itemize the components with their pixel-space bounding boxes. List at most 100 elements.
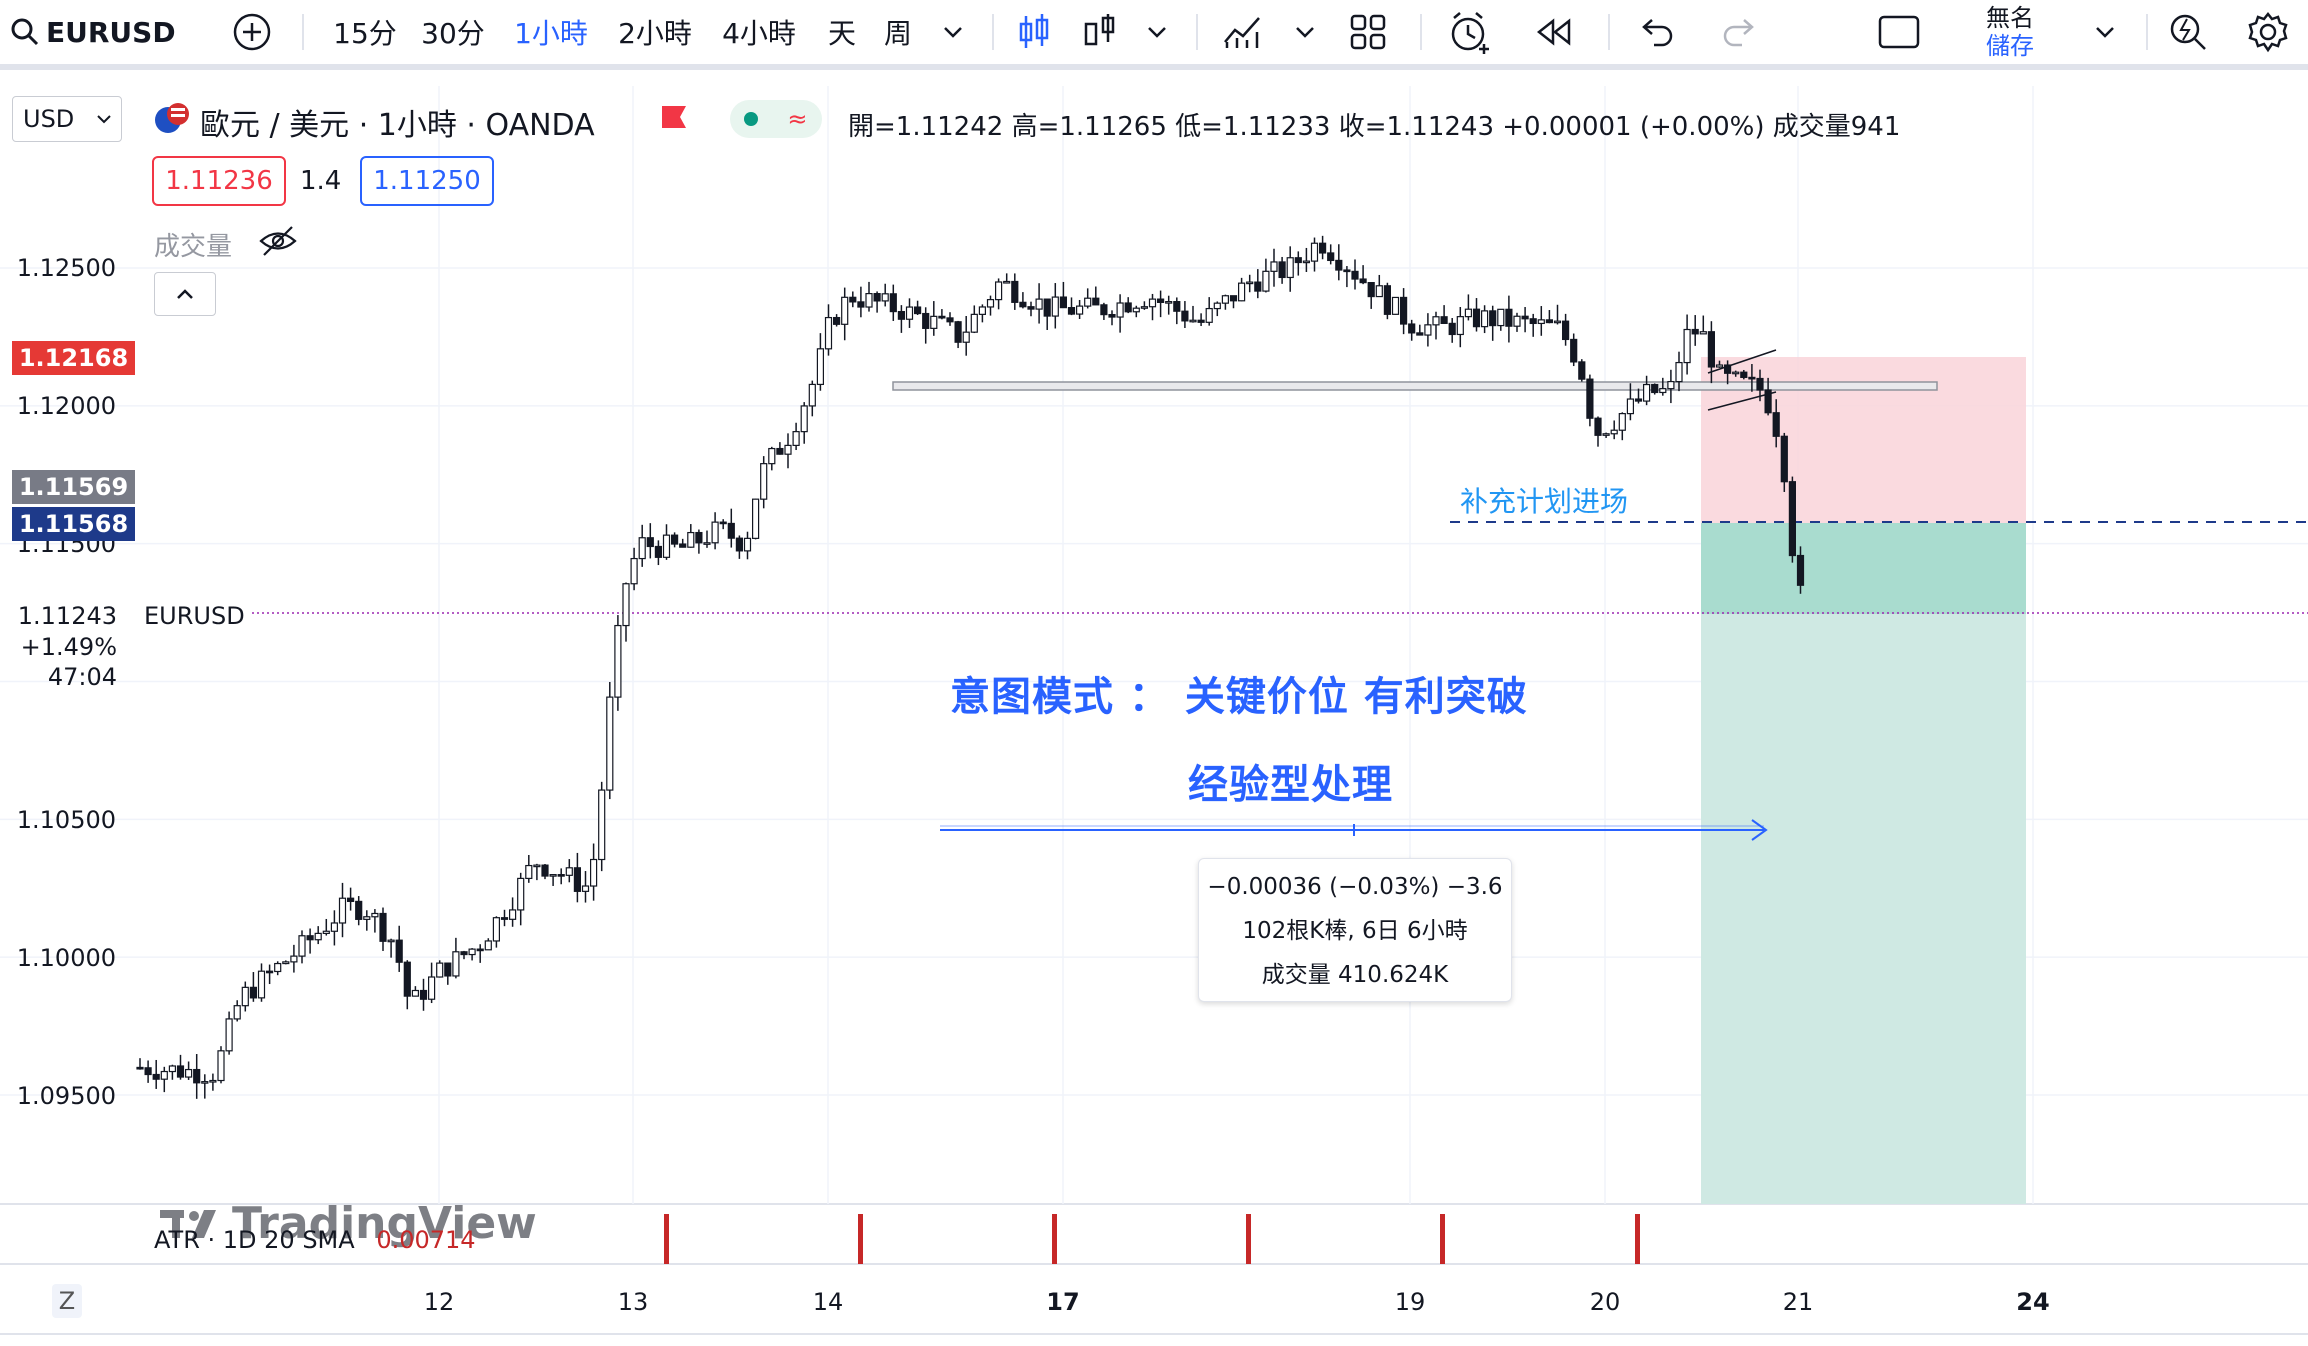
trendline-lower[interactable] bbox=[1707, 391, 1777, 411]
candle bbox=[1594, 416, 1602, 447]
layout-name-button[interactable]: 無名 儲存 bbox=[1960, 0, 2060, 64]
interval-day[interactable]: 天 bbox=[827, 17, 856, 50]
price-tag-blue: 1.11568 bbox=[12, 507, 135, 541]
add-symbol-button[interactable] bbox=[228, 0, 276, 64]
candle bbox=[395, 925, 403, 972]
candle bbox=[1181, 301, 1189, 329]
ask-price-button[interactable]: 1.11250 bbox=[360, 156, 494, 206]
price-label-1.12500: 1.12500 bbox=[16, 254, 116, 282]
candle bbox=[1723, 360, 1732, 385]
collapse-legend-button[interactable] bbox=[154, 272, 216, 316]
candle bbox=[808, 380, 816, 417]
candle bbox=[168, 1064, 176, 1080]
atr-bar bbox=[1440, 1214, 1445, 1264]
indicators-button[interactable] bbox=[1218, 0, 1268, 64]
candle bbox=[1505, 295, 1513, 343]
candle bbox=[1691, 315, 1699, 346]
currency-select[interactable]: USD bbox=[12, 96, 122, 142]
intent-annotation-line1[interactable]: 意图模式 ： 关键价位 有利突破 bbox=[950, 674, 1528, 720]
candlestick-icon bbox=[1019, 14, 1049, 48]
candle bbox=[274, 961, 282, 976]
bar-chart-type-button[interactable] bbox=[1078, 0, 1122, 64]
symbol-search-button[interactable]: EURUSD bbox=[10, 0, 180, 64]
price-tag-red: 1.12168 bbox=[12, 341, 135, 375]
auto-scale-z-button[interactable]: Z bbox=[52, 1284, 82, 1318]
candle bbox=[411, 986, 419, 997]
candle bbox=[403, 960, 411, 1010]
trendline-upper[interactable] bbox=[1707, 349, 1777, 374]
layout-dropdown-button[interactable] bbox=[2090, 0, 2120, 64]
candle bbox=[654, 540, 663, 566]
hidden-eye-icon[interactable] bbox=[258, 224, 298, 262]
candle bbox=[1278, 256, 1286, 284]
settings-button[interactable] bbox=[2244, 0, 2292, 64]
time-label-17: 17 bbox=[1046, 1288, 1080, 1316]
candle bbox=[1221, 294, 1230, 310]
candles-chart-type-button[interactable] bbox=[1012, 0, 1056, 64]
market-status-pill[interactable]: ≈ bbox=[730, 100, 822, 138]
interval-30m[interactable]: 30分 bbox=[421, 17, 485, 50]
flag-marker-icon[interactable] bbox=[660, 104, 688, 130]
candle bbox=[1489, 305, 1497, 341]
candle bbox=[347, 887, 355, 911]
measure-info-box: −0.00036 (−0.03%) −3.6 102根K棒, 6日 6小時 成交… bbox=[1198, 858, 1512, 1002]
candle bbox=[1683, 314, 1691, 375]
candle bbox=[1448, 318, 1456, 343]
candle bbox=[1310, 237, 1319, 272]
candle bbox=[1772, 399, 1780, 448]
interval-15m[interactable]: 15分 bbox=[333, 17, 397, 50]
redo-button[interactable] bbox=[1716, 0, 1764, 64]
plan-entry-annotation[interactable]: 补充计划进场 bbox=[1460, 485, 1629, 518]
bid-price-button[interactable]: 1.11236 bbox=[152, 156, 286, 206]
alert-button[interactable] bbox=[1446, 0, 1494, 64]
redo-icon bbox=[1723, 19, 1754, 47]
indicators-dropdown-button[interactable] bbox=[1290, 0, 1320, 64]
toolbar-divider bbox=[1420, 14, 1422, 50]
candle bbox=[241, 981, 249, 1012]
interval-week[interactable]: 周 bbox=[883, 17, 912, 50]
candle bbox=[954, 320, 962, 349]
candle bbox=[1561, 313, 1570, 346]
time-label-24: 24 bbox=[2016, 1288, 2050, 1316]
candle bbox=[1408, 319, 1416, 341]
candle bbox=[152, 1059, 160, 1089]
fullscreen-button[interactable] bbox=[1872, 0, 1926, 64]
candle bbox=[816, 333, 825, 391]
candle bbox=[622, 582, 630, 642]
interval-4h[interactable]: 4小時 bbox=[722, 17, 796, 50]
symbol-flag-icon bbox=[154, 100, 190, 136]
candle bbox=[703, 530, 711, 548]
candle bbox=[1464, 294, 1473, 321]
replay-button[interactable] bbox=[1530, 0, 1578, 64]
tradingview-watermark: TradingView bbox=[158, 1198, 537, 1249]
candle bbox=[509, 897, 517, 927]
candle bbox=[1748, 364, 1756, 392]
chevron-down-icon bbox=[97, 115, 111, 124]
candle bbox=[1578, 359, 1586, 382]
chart-type-dropdown-button[interactable] bbox=[1142, 0, 1172, 64]
candle bbox=[1286, 246, 1294, 292]
candle bbox=[1642, 375, 1651, 406]
candle bbox=[994, 278, 1003, 310]
interval-1h[interactable]: 1小時 bbox=[514, 17, 588, 50]
undo-icon bbox=[1642, 19, 1673, 47]
undo-button[interactable] bbox=[1632, 0, 1680, 64]
candle bbox=[233, 1000, 241, 1022]
interval-2h[interactable]: 2小時 bbox=[618, 17, 692, 50]
intent-annotation-line2[interactable]: 经验型处理 bbox=[1188, 762, 1393, 808]
intervals-dropdown-button[interactable] bbox=[938, 0, 968, 64]
candle bbox=[1618, 412, 1626, 441]
take-profit-zone[interactable] bbox=[1701, 523, 2026, 1204]
quick-search-icon bbox=[2170, 14, 2206, 50]
resistance-zone-rectangle[interactable] bbox=[892, 381, 1938, 391]
candle bbox=[209, 1073, 217, 1091]
atr-indicator-legend[interactable]: ATR · 1D 20 SMA 0.00714 bbox=[154, 1226, 476, 1254]
candle bbox=[1229, 295, 1238, 309]
quick-search-button[interactable] bbox=[2164, 0, 2212, 64]
legend-title[interactable]: 歐元 / 美元 · 1小時 · OANDA bbox=[200, 108, 595, 143]
layouts-button[interactable] bbox=[1344, 0, 1392, 64]
price-chart[interactable] bbox=[0, 76, 2308, 1346]
candle bbox=[298, 930, 306, 964]
candle bbox=[217, 1046, 225, 1084]
candle bbox=[1788, 476, 1797, 563]
